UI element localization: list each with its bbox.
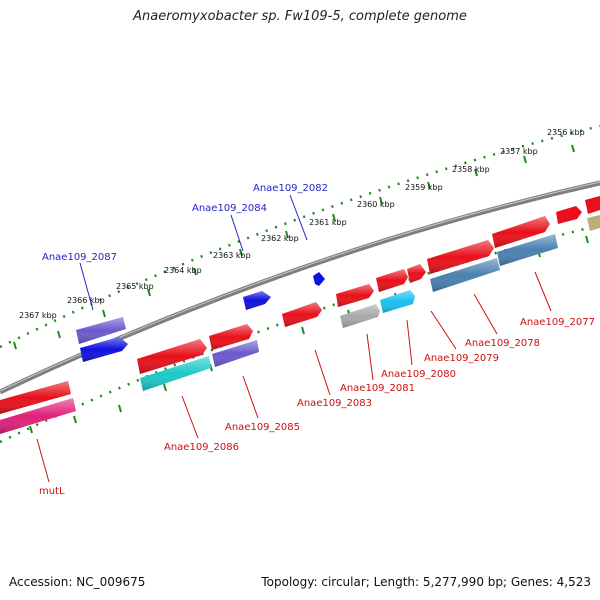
label-anae109-2087: Anae109_2087: [42, 252, 117, 263]
accession-text: Accession: NC_009675: [9, 575, 146, 589]
kbp-label: 2359 kbp: [405, 183, 443, 192]
label-anae109-2079: Anae109_2079: [424, 353, 499, 364]
label-leader-lines: [36, 194, 552, 483]
label-anae109-2085: Anae109_2085: [225, 422, 300, 433]
kbp-label: 2356 kbp: [547, 128, 585, 137]
kbp-label: 2360 kbp: [357, 200, 395, 209]
label-anae109-2086: Anae109_2086: [164, 442, 239, 453]
gene-feature: [556, 206, 582, 224]
map-title: Anaeromyxobacter sp. Fw109-5, complete g…: [133, 9, 467, 24]
label-mutl: mutL: [39, 486, 65, 497]
kbp-label: 2361 kbp: [309, 218, 347, 227]
kbp-label: 2364 kbp: [164, 266, 202, 275]
kbp-label: 2367 kbp: [19, 311, 57, 320]
gene-anae109-2082: [313, 272, 325, 286]
gene-feature: [587, 215, 600, 231]
gene-feature: [585, 196, 600, 214]
label-anae109-2081: Anae109_2081: [340, 383, 415, 394]
kbp-label: 2362 kbp: [261, 234, 299, 243]
kbp-scale-labels: 2356 kbp 2357 kbp 2358 kbp 2359 kbp 2360…: [19, 128, 585, 320]
genome-summary-text: Topology: circular; Length: 5,277,990 bp…: [261, 575, 591, 589]
label-anae109-2082: Anae109_2082: [253, 183, 328, 194]
label-anae109-2083: Anae109_2083: [297, 398, 372, 409]
label-anae109-2080: Anae109_2080: [381, 369, 456, 380]
kbp-label: 2357 kbp: [500, 147, 538, 156]
label-anae109-2084: Anae109_2084: [192, 203, 267, 214]
kbp-label: 2358 kbp: [452, 165, 490, 174]
gene-features: [0, 196, 600, 434]
label-anae109-2078: Anae109_2078: [465, 338, 540, 349]
kbp-label: 2366 kbp: [67, 296, 105, 305]
label-anae109-2077: Anae109_2077: [520, 317, 595, 328]
gene-labels: Anae109_2082 Anae109_2084 Anae109_2087 A…: [39, 183, 595, 497]
backbone-track: [0, 180, 600, 395]
kbp-label: 2365 kbp: [116, 282, 154, 291]
outer-major-ticks: [13, 144, 575, 350]
kbp-label: 2363 kbp: [213, 251, 251, 260]
